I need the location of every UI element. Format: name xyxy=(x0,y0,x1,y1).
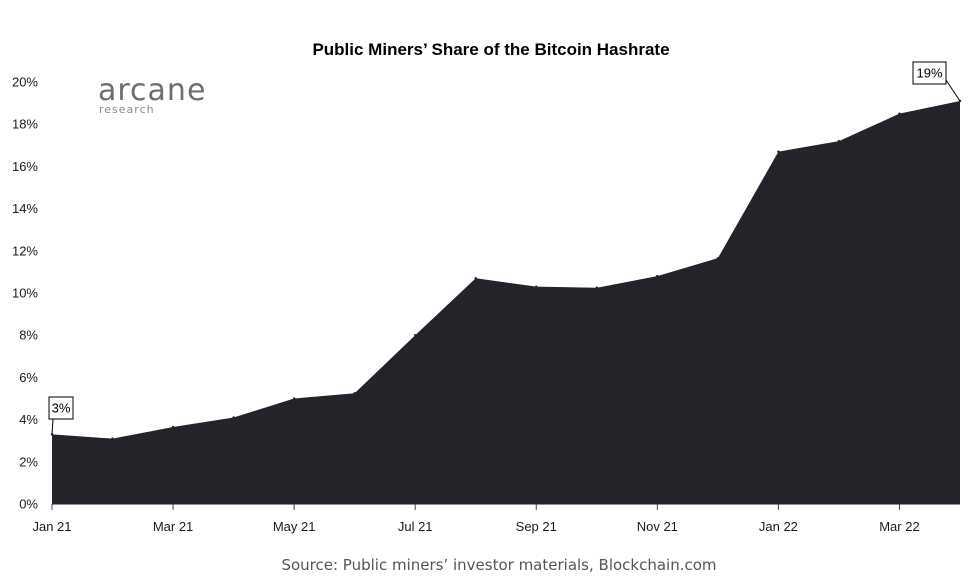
data-point xyxy=(292,397,296,400)
data-point xyxy=(535,285,538,288)
y-tick-label: 12% xyxy=(12,243,38,258)
data-point xyxy=(111,437,114,440)
callout-leader xyxy=(51,418,54,435)
callout-label: 19% xyxy=(916,66,942,81)
logo-wordmark: arcane xyxy=(98,73,206,108)
y-tick-label: 18% xyxy=(12,117,38,132)
data-point xyxy=(171,425,175,429)
y-tick-label: 10% xyxy=(12,286,38,301)
x-axis: Jan 21 Mar 21 May 21 Jul 21 Sep 21 Nov 21 Jan … xyxy=(32,504,920,534)
y-axis: 0% 2% 4% 6% 8% 10% 12% 14% 16% 18% 20% xyxy=(12,75,38,512)
x-tick-label: Mar 22 xyxy=(879,519,919,534)
y-tick-label: 14% xyxy=(12,201,38,216)
callout-leader xyxy=(945,79,961,102)
plot-area xyxy=(50,99,962,505)
y-tick-label: 6% xyxy=(19,370,38,385)
x-tick-label: Jan 21 xyxy=(32,519,71,534)
data-point xyxy=(777,150,780,153)
brand-logo: arcane research xyxy=(98,73,206,116)
callout-box xyxy=(912,61,947,85)
y-tick-label: 2% xyxy=(19,454,38,469)
data-point xyxy=(232,416,235,419)
y-tick-label: 16% xyxy=(12,159,38,174)
y-tick-label: 0% xyxy=(19,497,38,512)
chart-title: Public Miners’ Share of the Bitcoin Hash… xyxy=(312,40,669,59)
source-note: Source: Public miners’ investor material… xyxy=(281,556,716,574)
logo-subtitle: research xyxy=(99,103,155,116)
data-point xyxy=(656,274,659,278)
data-point xyxy=(353,392,356,395)
x-tick-label: Nov 21 xyxy=(637,519,678,534)
data-point xyxy=(595,286,598,289)
x-tick-label: Jan 22 xyxy=(759,519,798,534)
data-point xyxy=(474,277,477,280)
x-tick-label: Sep 21 xyxy=(516,519,557,534)
x-tick-label: May 21 xyxy=(273,519,316,534)
y-tick-label: 4% xyxy=(19,412,38,427)
data-point xyxy=(837,139,841,143)
y-tick-label: 20% xyxy=(12,75,38,90)
callout-box xyxy=(48,396,74,420)
x-tick-label: Jul 21 xyxy=(398,519,433,534)
y-tick-label: 8% xyxy=(19,328,38,343)
data-point xyxy=(898,112,901,115)
data-point xyxy=(414,334,417,337)
hashrate-area xyxy=(52,100,960,505)
annotations: 3% 19% xyxy=(48,61,961,435)
data-point xyxy=(716,256,720,260)
x-tick-label: Mar 21 xyxy=(153,519,193,534)
callout-label: 3% xyxy=(52,401,71,416)
